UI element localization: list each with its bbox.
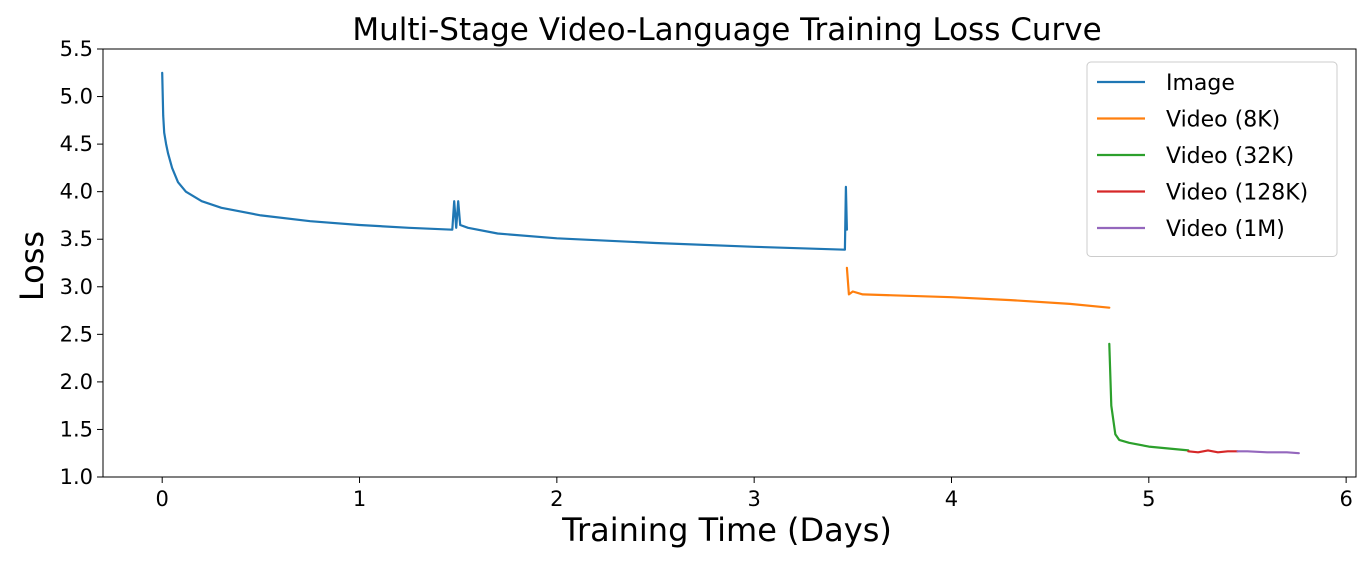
legend-label-video-8k: Video (8K)	[1166, 108, 1280, 133]
y-tick-label: 5.0	[60, 85, 93, 109]
y-tick-label: 1.5	[60, 417, 93, 441]
x-tick-label: 1	[353, 487, 366, 511]
legend-label-image: Image	[1166, 71, 1235, 96]
legend: Image Video (8K) Video (32K) Video (128K) Vi…	[1086, 61, 1338, 257]
legend-box	[1086, 61, 1338, 257]
x-tick-label: 5	[1142, 487, 1155, 511]
y-tick-label: 4.5	[60, 132, 93, 156]
series-line-video-128k	[1187, 449, 1239, 454]
series-line-video-32k	[1108, 342, 1190, 452]
y-tick-label: 1.0	[60, 465, 93, 489]
x-tick-label: 2	[550, 487, 563, 511]
plot-frame	[102, 48, 1357, 478]
x-tick-label: 0	[156, 487, 169, 511]
y-tick-label: 2.5	[60, 322, 93, 346]
series-line-video-1m	[1236, 450, 1300, 455]
series-line-video-8k	[845, 266, 1111, 309]
x-tick-label: 3	[747, 487, 760, 511]
y-tick-label: 4.0	[60, 180, 93, 204]
y-tick-label: 3.0	[60, 275, 93, 299]
y-axis: 1.0 1.5 2.0 2.5 3.0 3.5 4.0 4.5 5.0 5.5	[60, 37, 103, 489]
x-axis-title: Training Time (Days)	[561, 511, 892, 549]
y-tick-label: 2.0	[60, 370, 93, 394]
series-group	[161, 71, 1300, 455]
y-tick-label: 5.5	[60, 37, 93, 61]
legend-label-video-1m: Video (1M)	[1166, 217, 1285, 242]
x-tick-label: 4	[945, 487, 958, 511]
x-axis: 0 1 2 3 4 5 6	[156, 477, 1353, 511]
legend-label-video-32k: Video (32K)	[1166, 144, 1294, 169]
legend-label-video-128k: Video (128K)	[1166, 181, 1308, 206]
y-axis-title: Loss	[13, 231, 51, 301]
x-tick-label: 6	[1339, 487, 1352, 511]
plot-area	[102, 48, 1357, 478]
chart-title: Multi-Stage Video-Language Training Loss…	[352, 12, 1101, 48]
series-line-image	[161, 71, 849, 251]
y-tick-label: 3.5	[60, 227, 93, 251]
